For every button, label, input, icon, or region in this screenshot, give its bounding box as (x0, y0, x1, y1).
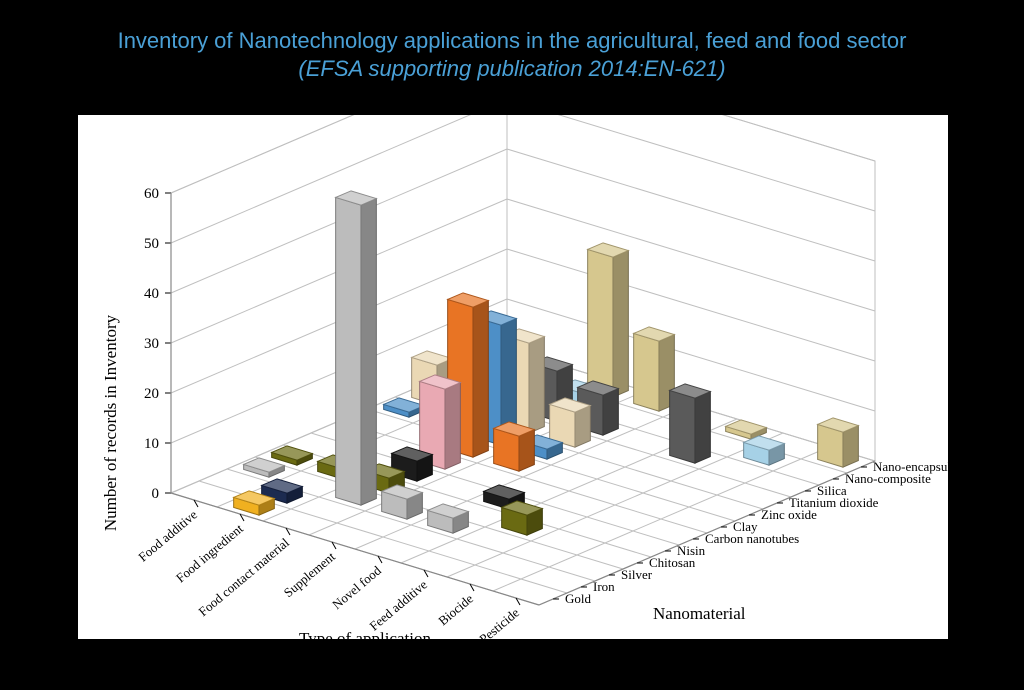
title-line-2: (EFSA supporting publication 2014:EN-621… (0, 56, 1024, 82)
svg-text:10: 10 (144, 436, 159, 452)
svg-text:Food additive: Food additive (135, 507, 200, 565)
svg-text:20: 20 (144, 386, 159, 402)
svg-text:50: 50 (144, 236, 159, 252)
svg-text:60: 60 (144, 186, 159, 202)
svg-text:Nanomaterial: Nanomaterial (653, 604, 746, 623)
svg-text:Nisin: Nisin (677, 543, 706, 558)
chart-3d-bar: 0102030405060Food additiveFood ingredien… (78, 115, 948, 639)
svg-text:Supplement: Supplement (281, 549, 339, 601)
svg-text:30: 30 (144, 336, 159, 352)
svg-text:0: 0 (152, 486, 160, 502)
svg-text:Silica: Silica (817, 483, 847, 498)
svg-text:Clay: Clay (733, 519, 758, 534)
svg-text:Biocide: Biocide (435, 591, 476, 629)
svg-text:Nano-encapsulate: Nano-encapsulate (873, 459, 948, 474)
svg-text:Gold: Gold (565, 591, 592, 606)
svg-text:Feed additive: Feed additive (366, 577, 430, 634)
svg-text:40: 40 (144, 286, 159, 302)
chart-panel: 0102030405060Food additiveFood ingredien… (78, 115, 948, 639)
svg-text:Pesticide: Pesticide (476, 605, 522, 639)
svg-text:Iron: Iron (593, 579, 615, 594)
svg-text:Silver: Silver (621, 567, 653, 582)
svg-text:Number of records in Inventory: Number of records in Inventory (101, 314, 120, 531)
title-line-1: Inventory of Nanotechnology applications… (0, 28, 1024, 54)
header: Inventory of Nanotechnology applications… (0, 0, 1024, 82)
svg-text:Novel food: Novel food (329, 562, 384, 612)
svg-text:Type of application: Type of application (299, 629, 431, 639)
